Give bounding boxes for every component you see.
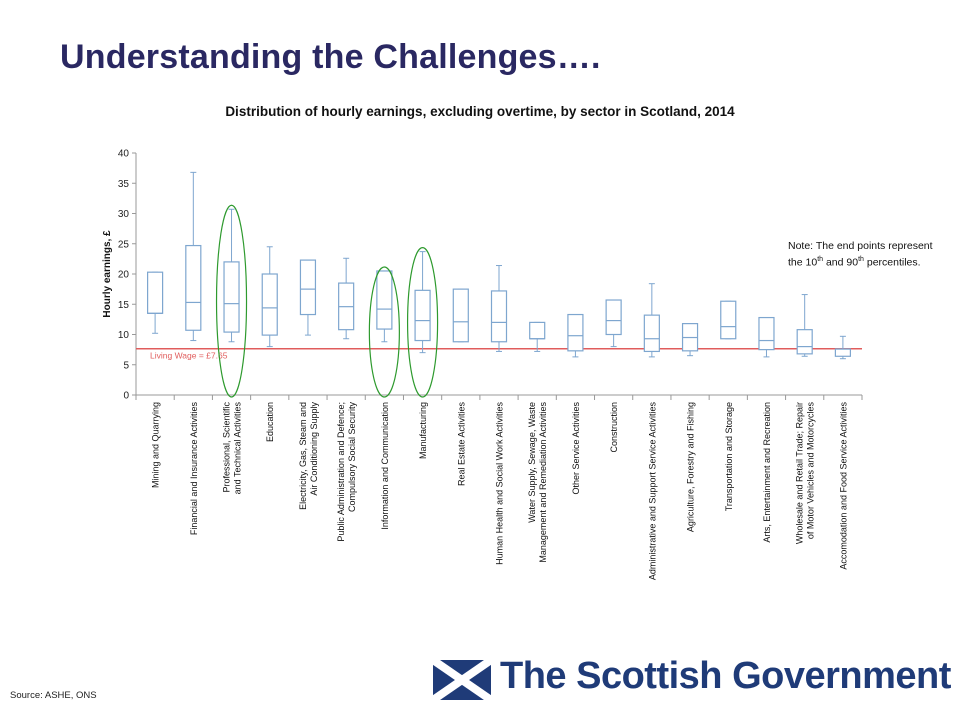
box-16 (758, 316, 775, 351)
category-label: Financial and Insurance Activities (189, 402, 199, 536)
category-label: Education (265, 402, 275, 442)
box-2 (223, 261, 240, 333)
category-label: Water Supply, Sewage, Waste (527, 402, 537, 523)
category-label: Transportation and Storage (724, 402, 734, 511)
box-15 (720, 300, 737, 340)
box-1 (185, 244, 202, 331)
box-9 (490, 290, 508, 343)
y-tick-label: 10 (118, 330, 130, 341)
y-tick-label: 15 (118, 300, 130, 311)
box-6 (376, 270, 393, 330)
source-note: Source: ASHE, ONS (10, 690, 97, 701)
chart-title: Distribution of hourly earnings, excludi… (225, 104, 735, 119)
y-tick-label: 0 (123, 391, 129, 402)
highlight-ellipse (406, 247, 439, 398)
box-8 (452, 288, 469, 343)
category-label: Management and Remediation Activities (538, 402, 548, 563)
logo-text: The Scottish Government (500, 655, 951, 697)
highlight-ellipse (215, 204, 248, 398)
y-tick-label: 20 (118, 270, 130, 281)
category-label: Information and Communication (380, 402, 390, 530)
highlight-ellipse (368, 266, 400, 398)
y-tick-label: 30 (118, 209, 130, 220)
category-label: Other Service Activities (571, 402, 581, 495)
y-axis-label: Hourly earnings, £ (102, 230, 113, 318)
note-mid: and 90 (823, 256, 859, 269)
category-label: Agriculture, Forestry and Fishing (686, 402, 696, 532)
note-prefix: Note: The end points represent the 10 (788, 240, 933, 269)
saltire-flag-icon (433, 660, 491, 700)
category-label: Human Health and Social Work Activities (495, 402, 505, 565)
category-label: Public Administration and Defence; (336, 402, 346, 542)
box-18 (834, 348, 851, 357)
box-4 (299, 259, 317, 316)
category-label: Real Estate Activities (456, 402, 466, 487)
y-tick-label: 5 (123, 360, 129, 371)
category-label: Professional, Scientific (222, 402, 232, 493)
note-sup-2: th (858, 256, 864, 263)
category-label: Manufacturing (418, 402, 428, 459)
y-tick-label: 35 (118, 179, 130, 190)
chart-note: Note: The end points represent the 10th … (788, 240, 948, 270)
category-label: Wholesale and Retail Trade; Repair (795, 402, 805, 544)
box-12 (605, 299, 622, 336)
y-tick-label: 40 (118, 149, 130, 160)
slide-title: Understanding the Challenges…. (60, 38, 601, 76)
note-suffix: percentiles. (863, 256, 921, 269)
note-sup-1: th (817, 256, 824, 263)
category-label: Mining and Quarrying (151, 402, 161, 488)
box-7 (414, 289, 431, 342)
category-label: Accomodation and Food Service Activities (838, 402, 848, 570)
living-wage-label: Living Wage = £7.65 (150, 351, 228, 361)
category-label: and Technical Activities (233, 402, 243, 495)
category-label: Electricity, Gas, Steam and (298, 402, 308, 510)
category-label: Administrative and Support Service Activ… (647, 402, 657, 581)
box-11 (567, 313, 584, 352)
box-17 (796, 329, 813, 355)
category-label: Arts, Entertainment and Recreation (762, 402, 772, 543)
category-label: Compulsory Social Security (347, 402, 357, 513)
y-tick-label: 25 (118, 239, 130, 250)
box-0 (147, 271, 164, 314)
category-label: Air Conditioning Supply (309, 402, 319, 496)
box-10 (529, 321, 546, 340)
box-13 (643, 314, 660, 353)
box-3 (261, 273, 278, 336)
category-label: Construction (609, 402, 619, 453)
category-label: of Motor Vehicles and Motorcycles (806, 402, 816, 540)
